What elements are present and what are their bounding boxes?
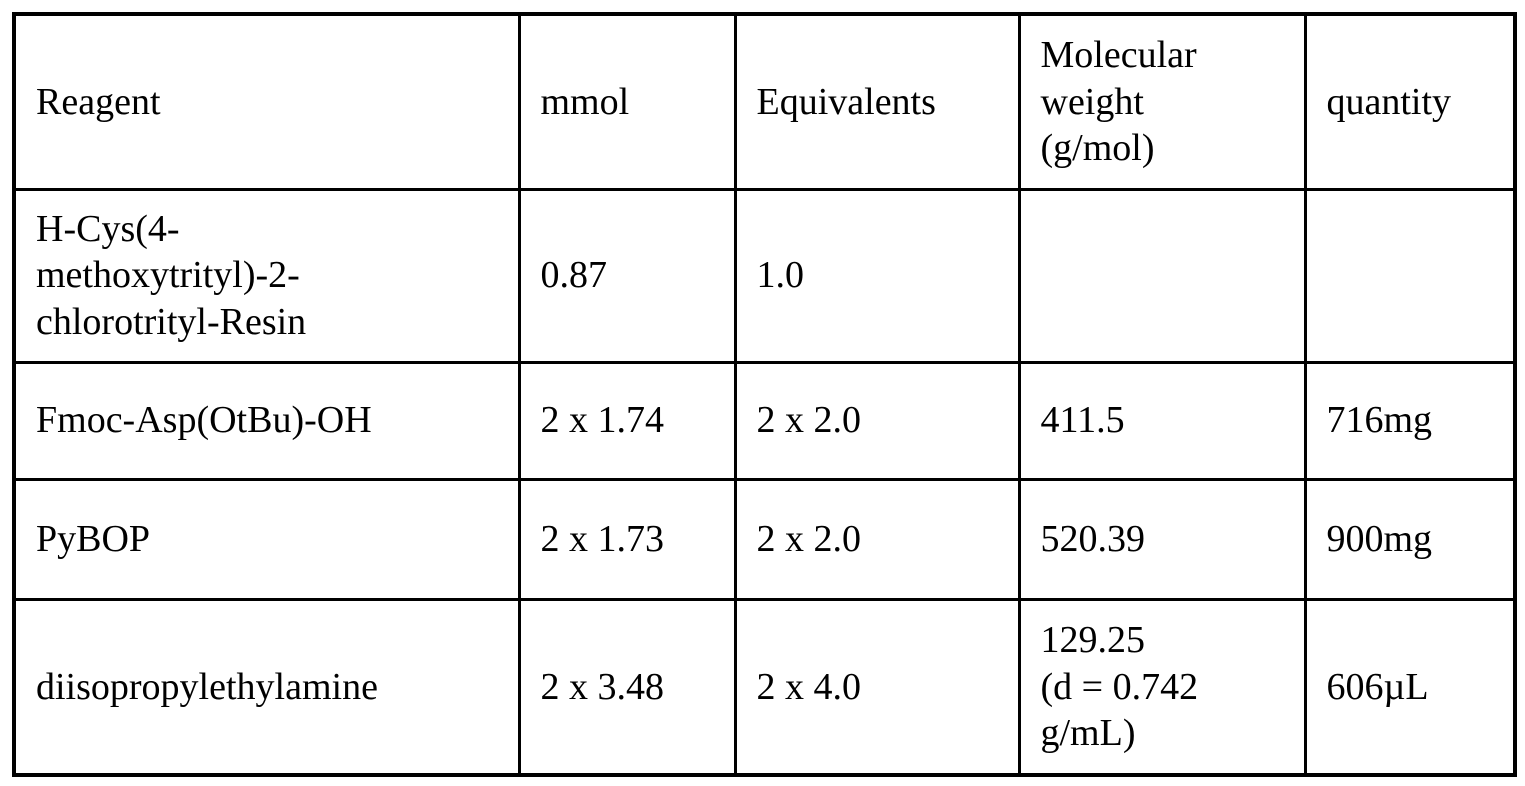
header-cell-reagent: Reagent (12, 12, 521, 191)
table-row: diisopropylethylamine 2 x 3.48 2 x 4.0 1… (12, 597, 1517, 777)
header-cell-mmol: mmol (517, 12, 737, 191)
header-cell-equivalents: Equivalents (733, 12, 1021, 191)
cell-mmol: 2 x 3.48 (517, 597, 737, 777)
cell-equivalents: 2 x 2.0 (733, 477, 1021, 601)
cell-quantity (1303, 187, 1517, 364)
table-row: H-Cys(4- methoxytrityl)-2- chlorotrityl-… (12, 187, 1517, 364)
cell-equivalents: 2 x 4.0 (733, 597, 1021, 777)
cell-reagent: H-Cys(4- methoxytrityl)-2- chlorotrityl-… (12, 187, 521, 364)
cell-reagent: diisopropylethylamine (12, 597, 521, 777)
cell-quantity: 606µL (1303, 597, 1517, 777)
header-cell-molecular-weight: Molecular weight (g/mol) (1017, 12, 1307, 191)
cell-reagent: Fmoc-Asp(OtBu)-OH (12, 360, 521, 481)
cell-mmol: 0.87 (517, 187, 737, 364)
cell-mmol: 2 x 1.74 (517, 360, 737, 481)
cell-molecular-weight: 411.5 (1017, 360, 1307, 481)
cell-molecular-weight (1017, 187, 1307, 364)
table-header-row: Reagent mmol Equivalents Molecular weigh… (12, 12, 1517, 191)
table-row: PyBOP 2 x 1.73 2 x 2.0 520.39 900mg (12, 477, 1517, 601)
cell-reagent: PyBOP (12, 477, 521, 601)
table-row: Fmoc-Asp(OtBu)-OH 2 x 1.74 2 x 2.0 411.5… (12, 360, 1517, 481)
cell-molecular-weight: 129.25 (d = 0.742 g/mL) (1017, 597, 1307, 777)
cell-molecular-weight: 520.39 (1017, 477, 1307, 601)
cell-equivalents: 1.0 (733, 187, 1021, 364)
cell-equivalents: 2 x 2.0 (733, 360, 1021, 481)
reagent-table: Reagent mmol Equivalents Molecular weigh… (12, 12, 1517, 777)
cell-mmol: 2 x 1.73 (517, 477, 737, 601)
header-cell-quantity: quantity (1303, 12, 1517, 191)
cell-quantity: 900mg (1303, 477, 1517, 601)
cell-quantity: 716mg (1303, 360, 1517, 481)
